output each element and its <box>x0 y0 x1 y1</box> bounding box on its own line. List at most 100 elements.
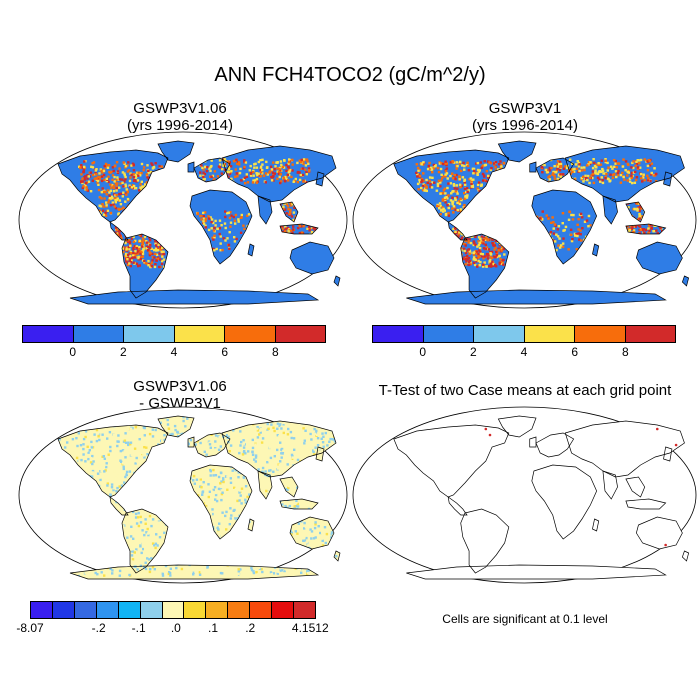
colorbar-swatch <box>31 602 53 618</box>
significant-cell-marker <box>664 543 667 547</box>
continent-japan <box>663 172 672 186</box>
map-gswp3v106 <box>18 131 348 309</box>
continent-africa <box>531 465 597 539</box>
continent-india <box>602 196 618 224</box>
colorbar-swatch <box>474 326 525 342</box>
continent-northAmerica <box>393 425 509 497</box>
colorbar-tick-label: 8 <box>621 345 629 359</box>
colorbar-tick-label: -8.07 <box>16 621 44 635</box>
colorbar-swatch <box>250 602 273 618</box>
continent-antarctica <box>70 290 318 304</box>
continent-centralAmerica <box>448 497 467 515</box>
map-coastlines <box>58 416 340 579</box>
colorbar-swatch <box>272 602 295 618</box>
colorbar-swatch <box>575 326 626 342</box>
continent-greenland <box>498 416 536 437</box>
continent-indonesia <box>625 499 666 509</box>
colorbar-swatch <box>373 326 424 342</box>
colorbar-swatch <box>74 602 97 618</box>
continent-antarctica <box>406 565 666 579</box>
colorbar-swatch <box>423 326 474 342</box>
colorbar-tick-label: -.1 <box>131 621 146 635</box>
main-title: ANN FCH4TOCO2 (gC/m^2/y) <box>214 64 486 86</box>
map-ttest <box>352 406 697 584</box>
colorbar-tick-label: 0 <box>69 345 76 359</box>
colorbar-tick-label: 2 <box>119 345 127 359</box>
colorbar-swatch <box>206 602 229 618</box>
colorbar-swatch <box>275 326 325 342</box>
colorbar-swatch <box>524 326 575 342</box>
colorbar-swatch <box>228 602 251 618</box>
map-data-cells <box>415 158 672 268</box>
map-land <box>393 141 689 304</box>
colorbar-tick-label: 4 <box>170 345 178 359</box>
panel-2-title-line2: (yrs 1996-2014) <box>472 117 578 134</box>
continent-australia <box>636 242 683 274</box>
significant-cell-marker <box>655 427 659 431</box>
continent-uk <box>529 437 536 447</box>
panel-1-title: GSWP3V1.06 (yrs 1996-2014) <box>30 100 330 134</box>
continent-centralAmerica <box>110 497 128 515</box>
colorbar-difference-ticks: -8.07 -.2 -.1 .0 .1 .2 4.1512 <box>16 621 328 637</box>
colorbar-swatch <box>184 602 207 618</box>
colorbar-swatch <box>294 602 315 618</box>
continent-greenland <box>158 141 194 162</box>
colorbar-gswp3v106-ticks: 0 2 4 6 8 <box>22 345 326 361</box>
continent-northAmerica <box>58 425 168 497</box>
colorbar-tick-label: 2 <box>469 345 477 359</box>
continent-india <box>258 196 272 224</box>
continent-southAmerica <box>122 509 168 573</box>
colorbar-tick-label: -.2 <box>91 621 106 635</box>
significant-cell-marker <box>674 443 678 447</box>
continent-northAmerica <box>393 150 509 222</box>
colorbar-swatch <box>52 602 75 618</box>
map-gswp3v1 <box>352 131 697 309</box>
continent-asia <box>565 421 685 477</box>
map-coastlines <box>394 416 689 579</box>
colorbar-swatch <box>73 326 124 342</box>
continent-uk <box>529 162 536 172</box>
colorbar-tick-label: .2 <box>245 621 256 635</box>
continent-australia <box>290 242 334 274</box>
map-difference <box>18 406 348 584</box>
continent-india <box>602 471 618 499</box>
colorbar-swatch <box>96 602 119 618</box>
colorbar-swatch <box>118 602 141 618</box>
panel-4-title-line1: T-Test of two Case means at each grid po… <box>378 382 672 399</box>
panel-2-title-line1: GSWP3V1 <box>488 100 562 117</box>
map-coastlines <box>58 141 340 304</box>
colorbar-swatch <box>124 326 175 342</box>
continent-japan <box>663 447 672 461</box>
colorbar-swatch <box>162 602 185 618</box>
colorbar-swatch <box>23 326 74 342</box>
colorbar-gswp3v1-ticks: 0 2 4 6 8 <box>372 345 676 361</box>
significance-note: Cells are significant at 0.1 level <box>442 612 608 626</box>
continent-africa <box>531 190 597 264</box>
panel-3-title-line1: GSWP3V1.06 <box>133 378 227 395</box>
significant-cell-marker <box>488 433 492 437</box>
colorbar-swatch <box>625 326 675 342</box>
continent-southAmerica <box>460 509 509 573</box>
continent-japan <box>316 172 324 186</box>
colorbar-swatch <box>225 326 276 342</box>
colorbar-swatch <box>140 602 163 618</box>
map-coastlines <box>394 141 689 304</box>
continent-uk <box>188 162 194 172</box>
colorbar-tick-label: 6 <box>221 345 228 359</box>
continent-seAsia <box>625 477 645 497</box>
colorbar-tick-label: .1 <box>208 621 219 635</box>
continent-asia <box>565 146 685 202</box>
continent-antarctica <box>406 290 666 304</box>
colorbar-tick-label: 4.1512 <box>291 621 329 635</box>
colorbar-gswp3v106 <box>22 325 326 343</box>
panel-1-title-line2: (yrs 1996-2014) <box>127 117 233 134</box>
colorbar-gswp3v1 <box>372 325 676 343</box>
continent-greenland <box>498 141 536 162</box>
panel-1-title-line1: GSWP3V1.06 <box>133 100 227 117</box>
colorbar-swatch <box>174 326 225 342</box>
colorbar-difference <box>30 601 316 619</box>
colorbar-tick-label: 8 <box>271 345 279 359</box>
colorbar-tick-label: 0 <box>419 345 426 359</box>
colorbar-tick-label: 4 <box>520 345 528 359</box>
colorbar-tick-label: 6 <box>571 345 578 359</box>
